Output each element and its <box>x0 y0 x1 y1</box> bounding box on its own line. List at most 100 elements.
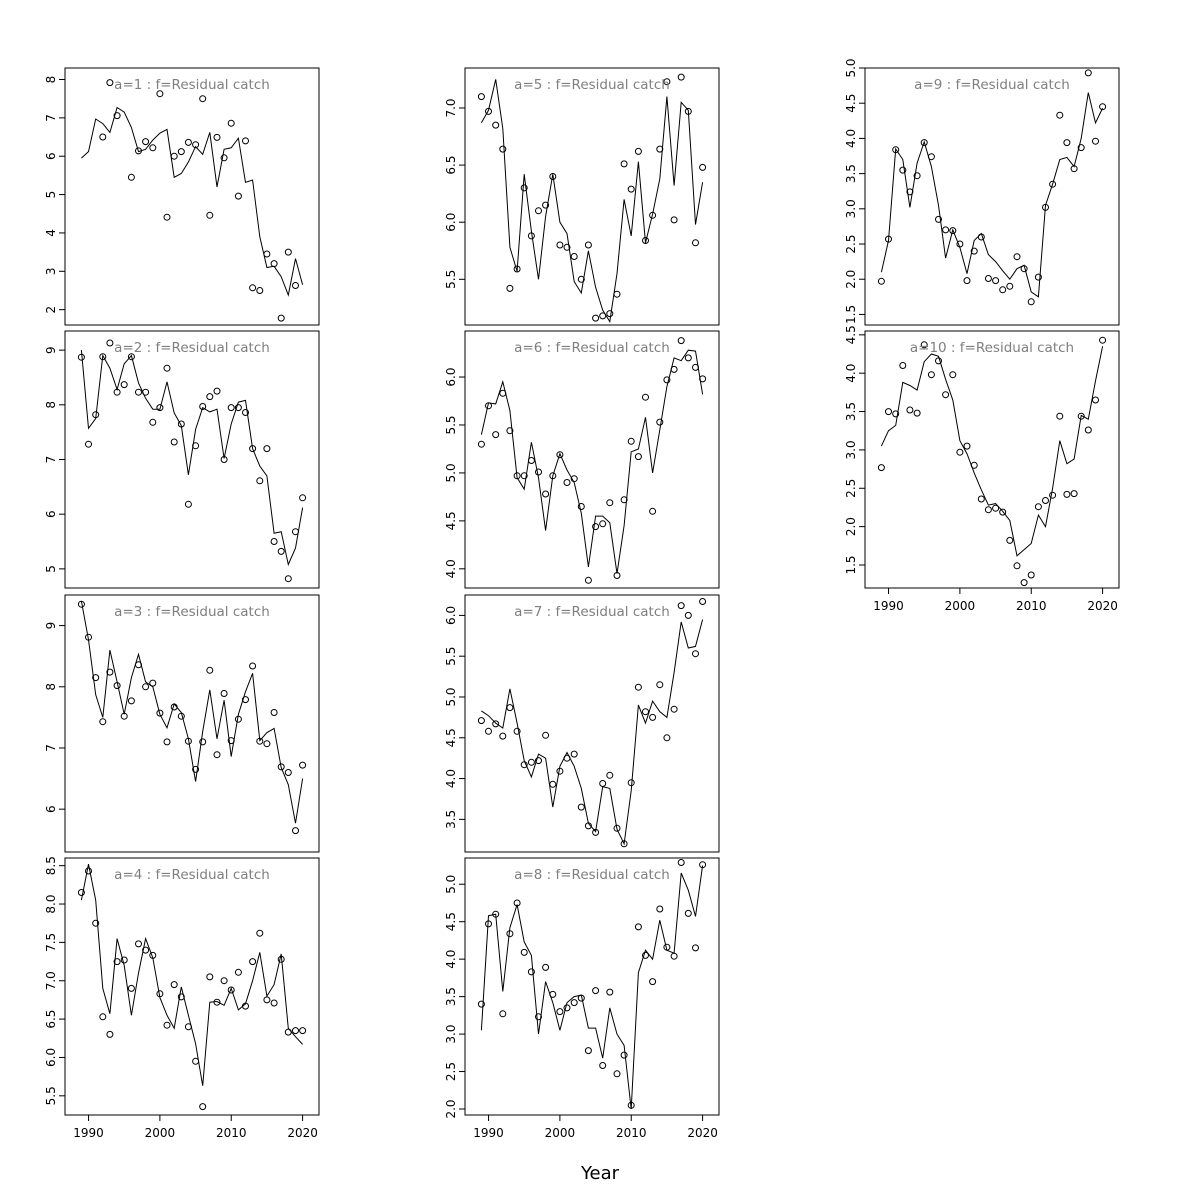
observed-point <box>142 683 150 691</box>
observed-point <box>942 226 950 234</box>
observed-point <box>506 704 514 712</box>
y-tick-label: 8.5 <box>44 856 58 875</box>
fitted-line <box>880 346 1104 557</box>
observed-point <box>256 929 264 937</box>
observed-point <box>242 1002 249 1010</box>
observed-point <box>634 453 642 461</box>
observed-point <box>199 738 207 746</box>
y-tick-label: 6 <box>44 510 58 518</box>
observed-point <box>213 998 221 1006</box>
observed-point <box>577 803 585 811</box>
observed-point <box>506 427 514 435</box>
observed-point <box>170 981 178 989</box>
observed-point <box>485 107 492 115</box>
y-tick-label: 3.0 <box>844 440 858 459</box>
fitted-line <box>81 106 304 297</box>
observed-point <box>106 668 114 676</box>
observed-point <box>270 260 278 268</box>
observed-point <box>677 73 685 81</box>
observed-point <box>292 282 299 289</box>
observed-point <box>670 952 678 960</box>
observed-point <box>277 547 285 555</box>
observed-point <box>170 703 178 711</box>
observed-point <box>1020 579 1028 587</box>
y-tick-label: 5.5 <box>444 415 458 434</box>
observed-point <box>963 442 971 450</box>
observed-point <box>670 216 678 224</box>
observed-point <box>935 357 942 365</box>
observed-point <box>592 987 600 995</box>
observed-point <box>1056 412 1064 420</box>
observed-point <box>299 761 307 769</box>
observed-point <box>613 572 621 579</box>
y-tick-label: 6.5 <box>44 1010 58 1029</box>
observed-point <box>970 461 978 469</box>
x-tick-label: 2020 <box>687 1126 718 1140</box>
observed-point <box>199 403 207 410</box>
observed-point <box>535 207 542 215</box>
plot-frame <box>464 857 720 1116</box>
observed-point <box>249 284 257 292</box>
observed-point <box>513 472 521 480</box>
observed-point <box>906 406 914 414</box>
y-tick-label: 5.0 <box>444 875 458 894</box>
observed-point <box>177 712 185 720</box>
fitted-line <box>480 79 704 324</box>
observed-point <box>927 153 935 161</box>
y-tick-label: 2.0 <box>444 1099 458 1118</box>
panel-title: a=1 : f=Residual catch <box>114 77 270 93</box>
observed-point <box>220 977 228 985</box>
observed-point <box>485 727 492 735</box>
observed-point <box>299 494 307 502</box>
observed-point <box>299 1027 307 1035</box>
observed-point <box>506 284 514 292</box>
y-tick-label: 8 <box>44 401 58 409</box>
panel-age-3: 6 7 8 9 a=3 : f=Residual catch <box>44 594 320 853</box>
observed-point <box>677 859 685 866</box>
observed-point <box>692 944 699 952</box>
observed-point <box>1070 165 1078 173</box>
observed-point <box>499 145 507 153</box>
observed-point <box>284 1028 292 1036</box>
observed-point <box>584 1047 592 1055</box>
observed-point <box>613 824 621 832</box>
plot-frame <box>864 67 1120 326</box>
observed-point <box>163 213 171 221</box>
observed-point <box>542 490 550 498</box>
observed-point <box>527 758 535 766</box>
observed-point <box>270 709 278 716</box>
observed-point <box>570 750 578 758</box>
observed-point <box>885 408 892 416</box>
y-tick-label: 3.0 <box>844 199 858 218</box>
observed-point <box>220 690 228 697</box>
observed-point <box>892 146 900 154</box>
y-tick-label: 4.0 <box>844 129 858 148</box>
observed-point <box>292 528 299 536</box>
observed-point <box>277 314 285 322</box>
observed-point <box>99 133 107 141</box>
panel-age-10: 1.5 2.0 2.5 3.0 3.5 4.0 4.5 1990 2000 2010 2020 a=1… <box>844 325 1120 613</box>
observed-point <box>956 240 964 248</box>
observed-point <box>270 999 278 1007</box>
observed-point <box>556 1008 564 1016</box>
observed-point <box>1020 265 1028 273</box>
observed-point <box>492 720 500 728</box>
observed-point <box>542 731 550 739</box>
observed-point <box>213 133 221 141</box>
y-tick-label: 4.0 <box>444 769 458 788</box>
observed-point <box>692 239 699 247</box>
fitted-line <box>480 349 704 574</box>
observed-point <box>1084 426 1092 434</box>
x-tick-label: 2010 <box>1016 599 1047 613</box>
observed-point <box>877 464 885 472</box>
y-tick-label: 7 <box>44 114 58 122</box>
observed-point <box>1077 144 1085 152</box>
observed-point <box>170 438 178 446</box>
observed-point <box>142 946 150 954</box>
observed-point <box>1056 111 1064 119</box>
fitted-line <box>481 619 704 846</box>
x-tick-label: 2000 <box>545 1126 576 1140</box>
observed-point <box>227 986 235 994</box>
observed-point <box>77 600 85 608</box>
panel-age-1: 2 3 4 5 6 7 8 a=1 : f=Residual catch <box>44 67 320 326</box>
